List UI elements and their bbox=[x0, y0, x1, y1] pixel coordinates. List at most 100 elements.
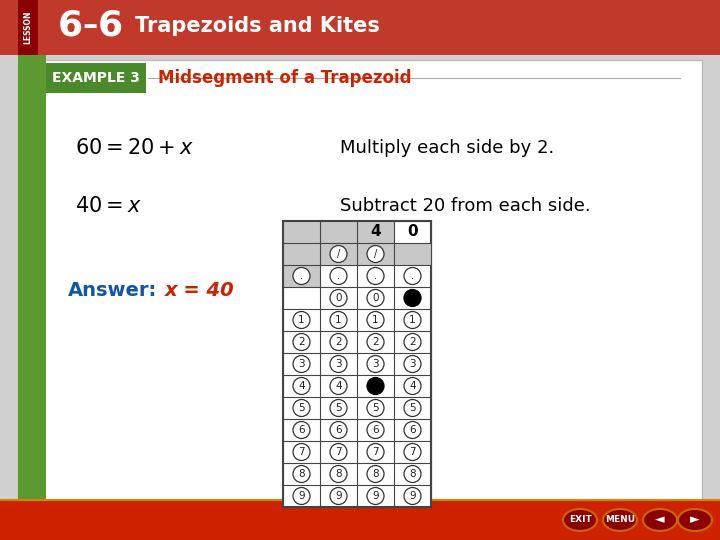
Text: 0: 0 bbox=[336, 293, 342, 303]
Text: 2: 2 bbox=[298, 337, 305, 347]
Circle shape bbox=[293, 465, 310, 483]
Text: 7: 7 bbox=[372, 447, 379, 457]
Circle shape bbox=[293, 334, 310, 350]
FancyBboxPatch shape bbox=[18, 60, 702, 502]
Text: 6: 6 bbox=[298, 425, 305, 435]
Text: 5: 5 bbox=[372, 403, 379, 413]
Circle shape bbox=[293, 267, 310, 285]
Text: /: / bbox=[337, 249, 340, 259]
Circle shape bbox=[367, 443, 384, 461]
Circle shape bbox=[367, 312, 384, 328]
Circle shape bbox=[367, 334, 384, 350]
Circle shape bbox=[367, 246, 384, 262]
Text: 1: 1 bbox=[298, 315, 305, 325]
Circle shape bbox=[367, 465, 384, 483]
Text: 9: 9 bbox=[336, 491, 342, 501]
Circle shape bbox=[293, 443, 310, 461]
Text: 5: 5 bbox=[409, 403, 416, 413]
FancyBboxPatch shape bbox=[394, 243, 431, 265]
Text: 8: 8 bbox=[298, 469, 305, 479]
FancyBboxPatch shape bbox=[320, 243, 357, 265]
Circle shape bbox=[404, 289, 421, 307]
FancyBboxPatch shape bbox=[18, 55, 46, 502]
FancyBboxPatch shape bbox=[283, 221, 431, 507]
Text: 5: 5 bbox=[336, 403, 342, 413]
FancyBboxPatch shape bbox=[320, 221, 357, 243]
Text: Multiply each side by 2.: Multiply each side by 2. bbox=[340, 139, 554, 157]
Circle shape bbox=[330, 312, 347, 328]
Circle shape bbox=[367, 488, 384, 504]
Text: 5: 5 bbox=[298, 403, 305, 413]
Text: 4: 4 bbox=[336, 381, 342, 391]
Circle shape bbox=[404, 355, 421, 373]
Circle shape bbox=[367, 289, 384, 307]
Circle shape bbox=[330, 267, 347, 285]
Circle shape bbox=[367, 267, 384, 285]
Text: 3: 3 bbox=[336, 359, 342, 369]
Text: 9: 9 bbox=[409, 491, 416, 501]
FancyBboxPatch shape bbox=[283, 243, 320, 265]
Ellipse shape bbox=[603, 509, 637, 531]
FancyBboxPatch shape bbox=[283, 265, 320, 287]
Text: 7: 7 bbox=[336, 447, 342, 457]
FancyBboxPatch shape bbox=[357, 243, 394, 265]
Circle shape bbox=[404, 465, 421, 483]
Circle shape bbox=[293, 377, 310, 395]
Text: 8: 8 bbox=[372, 469, 379, 479]
Circle shape bbox=[293, 422, 310, 438]
FancyBboxPatch shape bbox=[320, 221, 357, 243]
Text: /: / bbox=[374, 249, 377, 259]
Circle shape bbox=[404, 377, 421, 395]
Text: 8: 8 bbox=[409, 469, 416, 479]
Text: 6: 6 bbox=[58, 9, 83, 43]
FancyBboxPatch shape bbox=[18, 0, 38, 55]
Text: .: . bbox=[374, 271, 377, 281]
Text: .: . bbox=[411, 271, 414, 281]
Circle shape bbox=[330, 488, 347, 504]
Text: MENU: MENU bbox=[605, 516, 635, 524]
Text: 3: 3 bbox=[372, 359, 379, 369]
Circle shape bbox=[367, 422, 384, 438]
Text: EXIT: EXIT bbox=[569, 516, 591, 524]
Circle shape bbox=[330, 355, 347, 373]
Text: 4: 4 bbox=[298, 381, 305, 391]
Circle shape bbox=[330, 289, 347, 307]
Text: EXAMPLE 3: EXAMPLE 3 bbox=[52, 71, 140, 85]
Circle shape bbox=[404, 400, 421, 416]
Circle shape bbox=[404, 267, 421, 285]
Text: Midsegment of a Trapezoid: Midsegment of a Trapezoid bbox=[158, 69, 412, 87]
Circle shape bbox=[330, 246, 347, 262]
Circle shape bbox=[367, 400, 384, 416]
Text: 1: 1 bbox=[372, 315, 379, 325]
Text: .: . bbox=[300, 271, 303, 281]
Text: 4: 4 bbox=[370, 225, 381, 240]
Circle shape bbox=[293, 400, 310, 416]
FancyBboxPatch shape bbox=[46, 63, 146, 93]
Text: 1: 1 bbox=[409, 315, 416, 325]
Ellipse shape bbox=[563, 509, 597, 531]
Circle shape bbox=[293, 355, 310, 373]
Text: $40 = x$: $40 = x$ bbox=[75, 196, 142, 216]
Text: 3: 3 bbox=[409, 359, 416, 369]
Circle shape bbox=[404, 422, 421, 438]
Text: Subtract 20 from each side.: Subtract 20 from each side. bbox=[340, 197, 590, 215]
Text: $60 = 20 + x$: $60 = 20 + x$ bbox=[75, 138, 194, 158]
Circle shape bbox=[293, 312, 310, 328]
Text: 4: 4 bbox=[409, 381, 416, 391]
Text: .: . bbox=[337, 271, 340, 281]
Circle shape bbox=[404, 312, 421, 328]
Text: 6: 6 bbox=[372, 425, 379, 435]
Ellipse shape bbox=[643, 509, 677, 531]
FancyBboxPatch shape bbox=[0, 500, 720, 540]
Ellipse shape bbox=[678, 509, 712, 531]
Text: 2: 2 bbox=[372, 337, 379, 347]
Text: ►: ► bbox=[690, 514, 700, 526]
Text: 1: 1 bbox=[336, 315, 342, 325]
Circle shape bbox=[330, 465, 347, 483]
Circle shape bbox=[330, 443, 347, 461]
Text: Trapezoids and Kites: Trapezoids and Kites bbox=[135, 16, 380, 36]
Text: 6: 6 bbox=[97, 9, 122, 43]
Circle shape bbox=[404, 334, 421, 350]
Circle shape bbox=[404, 488, 421, 504]
Text: 0: 0 bbox=[372, 293, 379, 303]
